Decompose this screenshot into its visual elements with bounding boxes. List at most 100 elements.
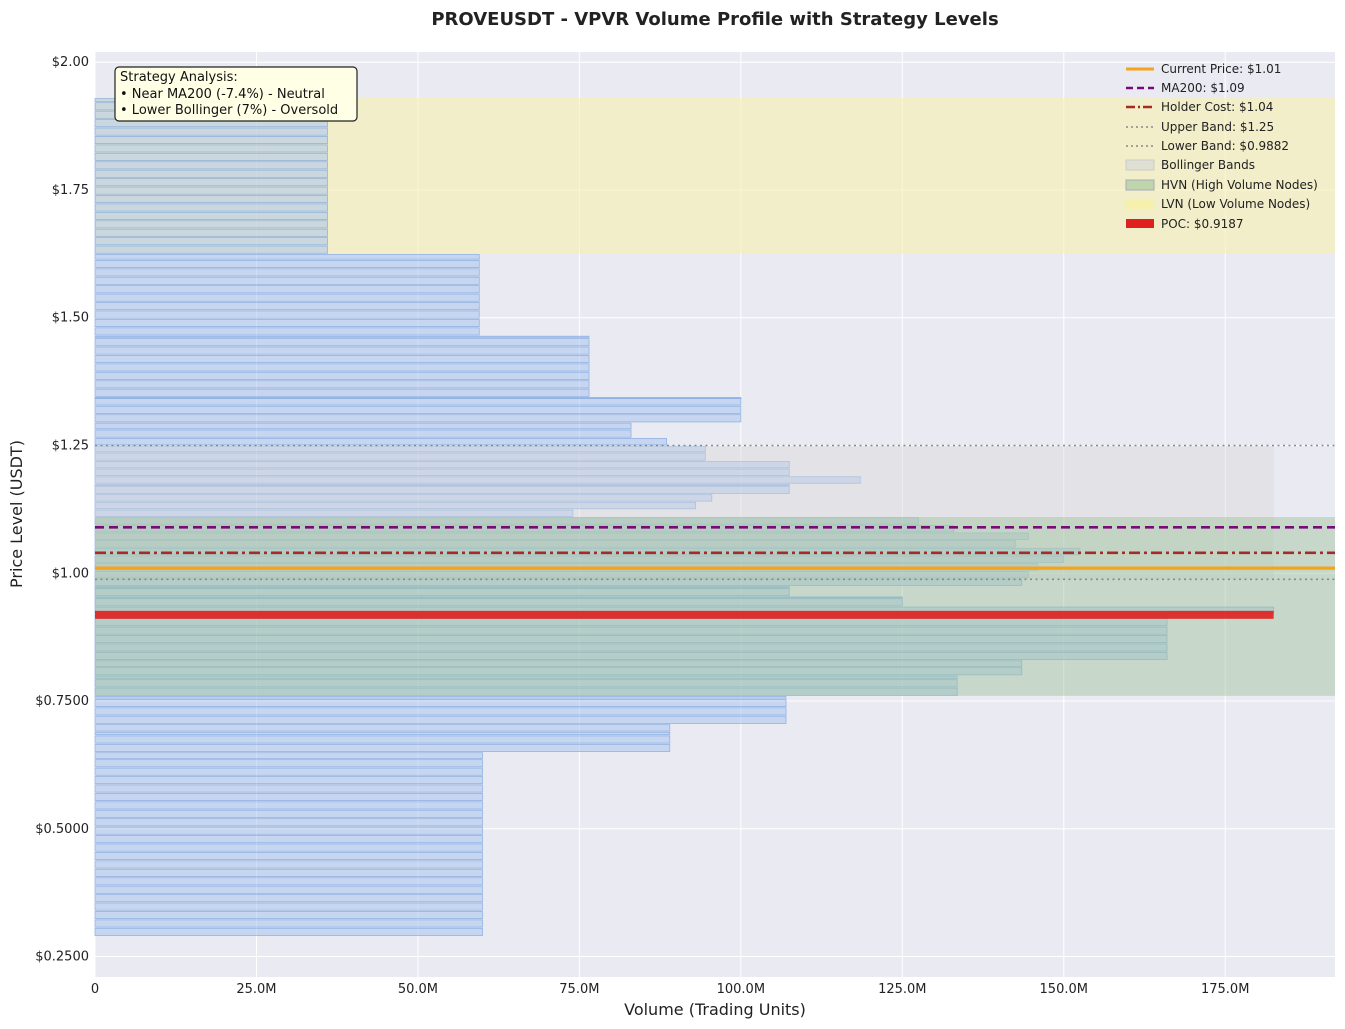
volume-bar-3 <box>94 902 483 911</box>
volume-bar-78 <box>94 338 590 347</box>
chart-title: PROVEUSDT - VPVR Volume Profile with Str… <box>431 9 998 30</box>
x-tick-label-6: 150.0M <box>1040 982 1088 997</box>
volume-bar-14 <box>94 809 483 818</box>
volume-bar-42 <box>94 598 903 607</box>
volume-bar-35 <box>94 651 1168 660</box>
annotation-background <box>114 66 358 122</box>
volume-bar-89 <box>94 254 480 260</box>
y-tick-label-5: $0.7500 <box>35 694 89 709</box>
x-tick-label-7: 175.0M <box>1201 982 1249 997</box>
x-tick-label-3: 75.0M <box>559 982 599 997</box>
volume-bar-104 <box>94 127 328 136</box>
volume-bar-76 <box>94 354 590 364</box>
volume-bar-22 <box>94 743 671 752</box>
volume-bar-30 <box>94 687 958 696</box>
volume-bar-56 <box>94 501 697 510</box>
x-tick-label-4: 100.0M <box>717 982 765 997</box>
volume-bar-69 <box>94 405 742 414</box>
volume-bar-55 <box>94 509 574 517</box>
volume-bar-23 <box>94 735 671 744</box>
volume-bar-13 <box>94 818 483 827</box>
volume-bar-29 <box>94 696 787 699</box>
y-tick-label-2: $1.50 <box>52 311 89 326</box>
volume-bar-79 <box>94 335 590 338</box>
volume-bar-61 <box>94 468 790 476</box>
volume-bar-83 <box>94 302 480 311</box>
volume-bar-100 <box>94 161 328 170</box>
y-tick-label-6: $0.5000 <box>35 822 89 837</box>
legend: Current Price: $1.01 MA200: $1.09 Holder… <box>1125 62 1318 231</box>
volume-bar-1 <box>94 919 483 928</box>
volume-bar-17 <box>94 784 483 793</box>
legend-label-bollinger: Bollinger Bands <box>1161 158 1255 172</box>
volume-bar-49 <box>94 555 1065 563</box>
volume-bar-7 <box>94 868 483 877</box>
volume-bar-31 <box>94 679 958 688</box>
legend-swatch-poc <box>1126 219 1154 228</box>
volume-bar-27 <box>94 707 787 716</box>
volume-bar-85 <box>94 285 480 294</box>
y-tick-label-0: $2.00 <box>52 55 89 70</box>
y-tick-label-4: $1.00 <box>52 566 89 581</box>
x-tick-label-0: 0 <box>91 982 99 997</box>
volume-bar-92 <box>94 228 328 237</box>
legend-swatch-lvn <box>1126 199 1154 209</box>
volume-bar-67 <box>94 422 632 430</box>
volume-bar-74 <box>94 371 590 380</box>
volume-bar-101 <box>94 152 328 161</box>
volume-bar-64 <box>94 445 706 453</box>
bollinger-zone <box>95 445 1274 580</box>
annotation-line-3: • Lower Bollinger (7%) - Oversold <box>120 103 338 118</box>
y-axis-label: Price Level (USDT) <box>7 440 26 588</box>
volume-bar-88 <box>94 259 480 268</box>
legend-label-upper-band: Upper Band: $1.25 <box>1161 120 1274 134</box>
volume-bar-19 <box>94 767 483 776</box>
y-tick-label-1: $1.75 <box>52 183 89 198</box>
volume-bar-28 <box>94 698 787 707</box>
volume-bar-10 <box>94 843 483 852</box>
volume-bar-62 <box>94 461 790 469</box>
volume-bar-47 <box>94 570 1029 579</box>
legend-swatch-hvn <box>1125 179 1155 191</box>
volume-bar-63 <box>94 452 706 461</box>
volume-bar-20 <box>94 759 483 768</box>
volume-bar-16 <box>94 792 483 801</box>
volume-bar-4 <box>94 894 483 903</box>
hvn-zone <box>95 517 1335 696</box>
volume-bar-57 <box>94 494 713 502</box>
volume-bar-43 <box>94 596 903 599</box>
legend-label-lower-band: Lower Band: $0.9882 <box>1161 139 1289 153</box>
volume-bar-33 <box>94 667 1023 676</box>
volume-bar-94 <box>94 211 328 220</box>
volume-bar-45 <box>94 586 790 589</box>
volume-bar-84 <box>94 293 480 302</box>
volume-bar-99 <box>94 169 328 178</box>
volume-bar-72 <box>94 388 590 397</box>
volume-bar-24 <box>94 731 671 736</box>
legend-label-holder-cost: Holder Cost: $1.04 <box>1161 100 1273 114</box>
volume-bar-95 <box>94 203 328 212</box>
volume-bar-26 <box>94 715 787 724</box>
y-axis-ticks: $2.00 $1.75 $1.50 $1.25 $1.00 $0.7500 $0.5000 $… <box>35 55 89 964</box>
volume-bar-60 <box>94 476 861 484</box>
x-axis-label: Volume (Trading Units) <box>624 1000 806 1019</box>
strategy-annotation-box: Strategy Analysis: • Near MA200 (-7.4%) … <box>114 66 358 122</box>
poc-bar <box>95 610 1274 619</box>
volume-bar-5 <box>94 885 483 894</box>
volume-profile-bars <box>94 98 1275 936</box>
volume-bar-68 <box>94 414 742 423</box>
volume-bar-97 <box>94 186 328 195</box>
volume-bar-44 <box>94 588 790 597</box>
x-tick-label-1: 25.0M <box>236 982 276 997</box>
volume-bar-82 <box>94 310 480 319</box>
volume-bar-36 <box>94 643 1168 652</box>
volume-bar-6 <box>94 877 483 886</box>
overlay-zones <box>95 445 1335 696</box>
volume-bar-18 <box>94 776 483 785</box>
x-tick-label-2: 50.0M <box>398 982 438 997</box>
x-tick-label-5: 125.0M <box>878 982 926 997</box>
volume-bar-9 <box>94 851 483 861</box>
volume-bar-96 <box>94 195 328 204</box>
y-tick-label-7: $0.2500 <box>35 950 89 965</box>
volume-bar-75 <box>94 363 590 372</box>
